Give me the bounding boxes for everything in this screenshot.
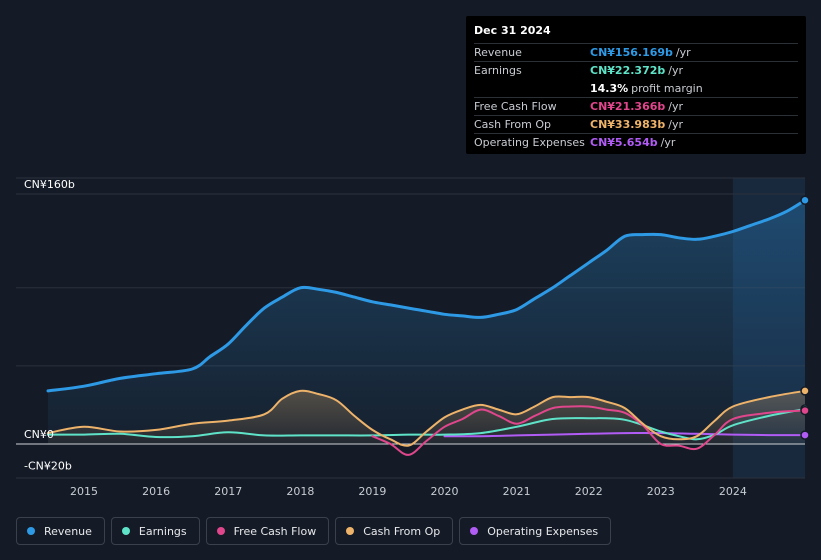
tooltip-unit: /yr xyxy=(668,64,684,77)
revenue-line xyxy=(46,198,807,393)
data-tooltip: Dec 31 2024 Revenue CN¥156.169b /yr Earn… xyxy=(466,16,806,154)
tooltip-row-free-cash-flow: Free Cash Flow CN¥21.366b /yr xyxy=(474,97,798,115)
legend-label: Free Cash Flow xyxy=(233,524,317,538)
legend-dot-icon xyxy=(470,527,479,535)
tooltip-date: Dec 31 2024 xyxy=(474,24,551,37)
revenue-end-point xyxy=(800,195,810,205)
tooltip-value: CN¥22.372b xyxy=(590,64,666,77)
tooltip-unit: /yr xyxy=(668,100,684,113)
y-axis-label: CN¥160b xyxy=(24,178,75,191)
revenue-area xyxy=(48,200,805,444)
tooltip-row-revenue: Revenue CN¥156.169b /yr xyxy=(474,43,798,61)
free-cash-flow-end-point xyxy=(800,405,810,416)
y-axis-label: CN¥0 xyxy=(24,428,54,441)
tooltip-value: CN¥33.983b xyxy=(590,118,666,131)
operating-expenses-line xyxy=(443,431,806,438)
legend-item-cash-from-op[interactable]: Cash From Op xyxy=(335,517,454,545)
legend-label: Revenue xyxy=(44,524,92,538)
tooltip-row-cash-from-op: Cash From Op CN¥33.983b /yr xyxy=(474,115,798,133)
legend-label: Cash From Op xyxy=(363,524,441,538)
x-axis-label: 2018 xyxy=(286,485,314,498)
x-axis-label: 2015 xyxy=(70,485,98,498)
x-axis-label: 2020 xyxy=(431,485,459,498)
legend-item-revenue[interactable]: Revenue xyxy=(16,517,105,545)
legend-label: Earnings xyxy=(138,524,187,538)
legend-dot-icon xyxy=(27,527,35,535)
cash-from-op-end-point xyxy=(800,386,810,396)
cash-from-op-line xyxy=(47,389,806,447)
tooltip-label: Free Cash Flow xyxy=(474,100,557,113)
tooltip-label: Revenue xyxy=(474,46,522,59)
x-axis-label: 2023 xyxy=(647,485,675,498)
legend-label: Operating Expenses xyxy=(487,524,599,538)
x-axis-label: 2019 xyxy=(358,485,386,498)
tooltip-unit: /yr xyxy=(660,136,676,149)
tooltip-label: Operating Expenses xyxy=(474,136,585,149)
x-axis-label: 2024 xyxy=(719,485,747,498)
x-axis-label: 2021 xyxy=(503,485,531,498)
free-cash-flow-line xyxy=(371,405,806,456)
tooltip-value: CN¥21.366b xyxy=(590,100,666,113)
tooltip-row-profit-margin: 14.3% profit margin xyxy=(474,79,798,97)
chart-legend: Revenue Earnings Free Cash Flow Cash Fro… xyxy=(16,517,612,545)
tooltip-value: CN¥5.654b xyxy=(590,136,658,149)
x-axis-label: 2016 xyxy=(142,485,170,498)
legend-item-earnings[interactable]: Earnings xyxy=(110,517,200,545)
legend-dot-icon xyxy=(121,527,130,535)
x-axis-label: 2022 xyxy=(575,485,603,498)
y-axis-label: -CN¥20b xyxy=(24,459,72,472)
legend-item-free-cash-flow[interactable]: Free Cash Flow xyxy=(205,517,330,545)
earnings-line xyxy=(47,408,806,441)
tooltip-value: 14.3% xyxy=(590,82,629,95)
tooltip-row-earnings: Earnings CN¥22.372b /yr xyxy=(474,61,798,79)
legend-item-operating-expenses[interactable]: Operating Expenses xyxy=(459,517,612,545)
legend-dot-icon xyxy=(216,527,225,535)
operating-expenses-end-point xyxy=(800,430,810,440)
tooltip-row-operating-expenses: Operating Expenses CN¥5.654b /yr xyxy=(474,133,798,151)
tooltip-value: CN¥156.169b xyxy=(590,46,673,59)
tooltip-unit: /yr xyxy=(675,46,691,59)
tooltip-label: Earnings xyxy=(474,64,522,77)
x-axis-label: 2017 xyxy=(214,485,242,498)
legend-dot-icon xyxy=(346,527,355,535)
tooltip-label: Cash From Op xyxy=(474,118,552,131)
tooltip-unit: /yr xyxy=(668,118,684,131)
tooltip-unit: profit margin xyxy=(631,82,703,95)
